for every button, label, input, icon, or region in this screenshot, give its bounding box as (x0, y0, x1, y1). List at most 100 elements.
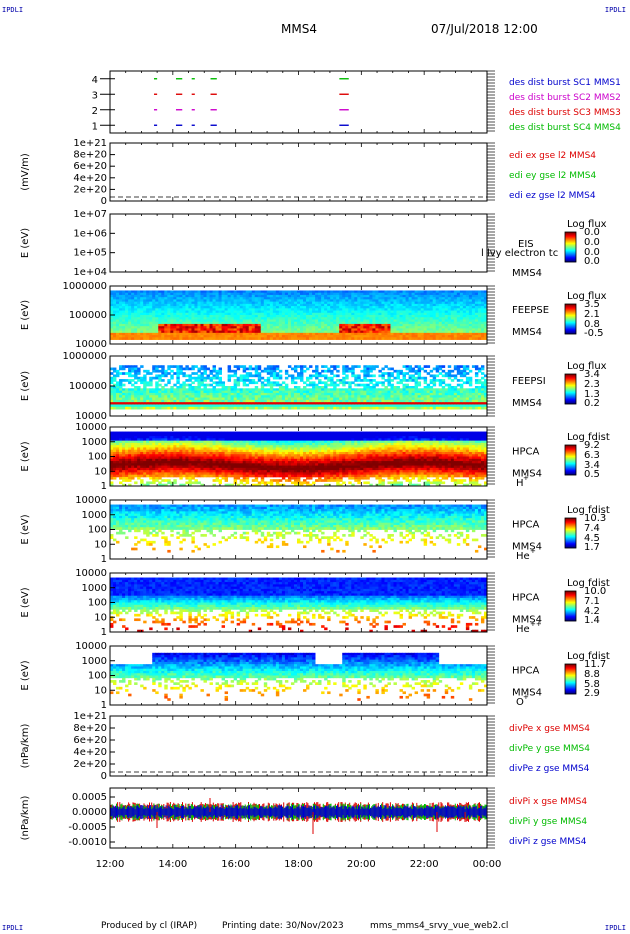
hpca_o-tick-3: 1000 (82, 656, 107, 667)
colorbar-tick-feepsi-1: 2.3 (584, 379, 600, 390)
colorbar-hpca_he1 (564, 517, 577, 549)
colorbar-tick-feepse-1: 2.1 (584, 309, 600, 320)
hpca_h-tick-2: 100 (88, 452, 107, 463)
axis-label-hpca_h: E (eV) (20, 441, 31, 471)
corner-mark-bl: IPDLI (2, 924, 24, 932)
corner-mark-tr: IPDLI (604, 6, 626, 14)
divpi-noise (110, 798, 487, 834)
colorbar-tick-eis-3: 0.0 (584, 256, 600, 267)
colorbar-feepse (564, 303, 577, 335)
instrument-label-feepse: FEEPSE (512, 305, 549, 316)
heatmap-hpca_he2 (110, 577, 488, 633)
hpca_he2-tick-0: 1 (101, 627, 107, 638)
corner-mark-br: IPDLI (604, 924, 626, 932)
burst-tick-3: 4 (92, 75, 98, 86)
heatmap-hpca_h (110, 431, 488, 487)
colorbar-hpca_o (564, 663, 577, 695)
axis-label-divpe: (nPa/km) (20, 724, 31, 769)
divpe-tick-1: 2e+20 (73, 759, 107, 770)
feepsi-tick-2: 1000000 (62, 351, 107, 362)
divpi-tick-1: -0.0005 (68, 822, 107, 833)
eis-tick-3: 1e+07 (73, 209, 107, 220)
hpca_he2-tick-1: 10 (94, 612, 107, 623)
colorbar-tick-hpca_o-3: 2.9 (584, 688, 600, 699)
legend-divpi-1: divPi y gse MMS4 (509, 817, 587, 827)
divpe-tick-5: 1e+21 (73, 711, 107, 722)
edi-tick-0: 0 (101, 196, 107, 207)
overlay-label-eis: l lvy electron tc (481, 248, 558, 259)
feepse-tick-2: 1000000 (62, 281, 107, 292)
instrument-label-hpca_h: HPCA (512, 447, 540, 458)
instrument-label-eis: EIS (518, 239, 534, 250)
spacecraft-label-hpca_o: MMS4 (512, 688, 542, 699)
colorbar-title-eis: Log flux (567, 219, 607, 230)
axis-label-eis: E (eV) (20, 228, 31, 258)
panel-frame-divpe (109, 715, 488, 777)
feepsi-tick-0: 10000 (75, 411, 107, 422)
divpe-tick-4: 8e+20 (73, 723, 107, 734)
spacecraft-label-hpca_h: MMS4 (512, 469, 542, 480)
colorbar-title-feepsi: Log flux (567, 361, 607, 372)
charge-label-hpca_o: + (523, 693, 529, 701)
colorbar-tick-hpca_he2-0: 10.0 (584, 586, 606, 597)
divpe-tick-3: 6e+20 (73, 735, 107, 746)
axis-label-edi: (mV/m) (20, 153, 31, 191)
legend-divpe-2: divPe z gse MMS4 (509, 764, 590, 774)
colorbar-tick-eis-0: 0.0 (584, 227, 600, 238)
colorbar-title-hpca_h: Log fdist (567, 432, 610, 443)
x-tick-4: 20:00 (347, 859, 376, 870)
legend-edi-2: edi ez gse l2 MMS4 (509, 191, 596, 201)
page-title-datetime: 07/Jul/2018 12:00 (431, 22, 538, 36)
panel-frame-eis (109, 213, 488, 273)
hpca_he1-tick-3: 1000 (82, 510, 107, 521)
heatmap-feepse (110, 290, 488, 340)
colorbar-tick-hpca_he2-2: 4.2 (584, 606, 600, 617)
page-title-spacecraft: MMS4 (281, 22, 317, 36)
hpca_h-tick-0: 1 (101, 481, 107, 492)
divpi-tick-0: -0.0010 (68, 837, 107, 848)
axis-label-hpca_he2: E (eV) (20, 587, 31, 617)
axis-label-feepse: E (eV) (20, 300, 31, 330)
colorbar-tick-eis-2: 0.0 (584, 247, 600, 258)
feepse-tick-1: 100000 (69, 310, 107, 321)
feepsi-tick-1: 100000 (69, 381, 107, 392)
colorbar-title-hpca_he2: Log fdist (567, 578, 610, 589)
hpca_o-tick-4: 10000 (75, 641, 107, 652)
heatmap-feepsi (110, 365, 488, 410)
colorbar-tick-hpca_o-2: 5.8 (584, 679, 600, 690)
colorbar-title-hpca_o: Log fdist (567, 651, 610, 662)
hpca_o-tick-2: 100 (88, 671, 107, 682)
heatmap-hpca_o (110, 652, 488, 701)
burst-tick-1: 2 (92, 106, 98, 117)
x-tick-5: 22:00 (410, 859, 439, 870)
instrument-label-hpca_o: HPCA (512, 666, 540, 677)
legend-divpe-1: divPe y gse MMS4 (509, 744, 590, 754)
hpca_h-tick-3: 1000 (82, 437, 107, 448)
colorbar-tick-feepse-0: 3.5 (584, 299, 600, 310)
x-tick-0: 12:00 (96, 859, 125, 870)
charge-label-hpca_h: + (523, 474, 529, 482)
species-label-hpca_he2: He (516, 624, 530, 635)
colorbar-tick-hpca_he1-1: 7.4 (584, 523, 600, 534)
colorbar-tick-feepse-2: 0.8 (584, 319, 600, 330)
hpca_o-tick-1: 10 (94, 685, 107, 696)
colorbar-tick-feepsi-3: 0.2 (584, 398, 600, 409)
colorbar-tick-hpca_h-1: 6.3 (584, 450, 600, 461)
colorbar-tick-hpca_h-3: 0.5 (584, 469, 600, 480)
edi-tick-2: 4e+20 (73, 173, 107, 184)
charge-label-hpca_he2: ++ (530, 620, 542, 628)
colorbar-feepsi (564, 373, 577, 405)
legend-edi-1: edi ey gse l2 MMS4 (509, 171, 596, 181)
eis-tick-1: 1e+05 (73, 248, 107, 259)
legend-divpe-0: divPe x gse MMS4 (509, 724, 590, 734)
colorbar-tick-hpca_h-0: 9.2 (584, 440, 600, 451)
divpi-tick-3: 0.0005 (72, 792, 107, 803)
edi-tick-5: 1e+21 (73, 138, 107, 149)
colorbar-tick-feepsi-2: 1.3 (584, 389, 600, 400)
colorbar-hpca_h (564, 444, 577, 476)
eis-tick-0: 1e+04 (73, 267, 107, 278)
edi-tick-4: 8e+20 (73, 150, 107, 161)
axis-label-divpi: (nPa/km) (20, 796, 31, 841)
heatmap-hpca_he1 (110, 504, 488, 553)
divpe-tick-0: 0 (101, 771, 107, 782)
